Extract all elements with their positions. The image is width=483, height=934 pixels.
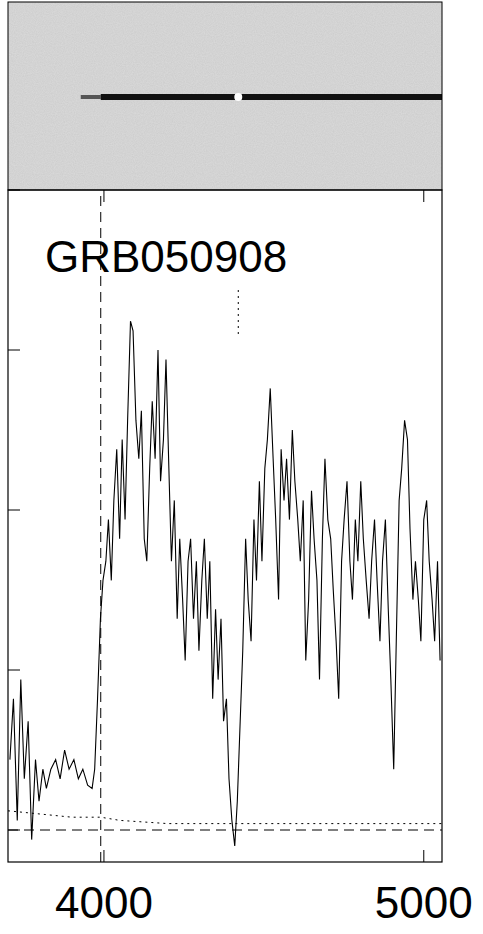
x-tick-label: 4000 (55, 878, 153, 927)
image-ground (8, 2, 442, 190)
spectrum-image (8, 2, 442, 190)
image-noise (8, 2, 442, 190)
chart: 4000 5000 GRB050908 (0, 0, 483, 934)
x-tick (103, 850, 104, 862)
x-tick-label: 5000 (375, 878, 473, 927)
spectrum (10, 321, 440, 846)
error-spectrum (8, 811, 442, 824)
y-tick (8, 190, 20, 191)
plot-area (8, 190, 442, 862)
x-tick-top (423, 190, 424, 202)
y-tick (8, 510, 20, 511)
zero-line (8, 830, 442, 831)
plot-frame (8, 190, 442, 862)
trace (241, 94, 442, 100)
marker-line (100, 190, 101, 862)
y-tick (8, 670, 20, 671)
trace-faint (81, 95, 101, 99)
trace-gap (234, 93, 242, 101)
trace (101, 94, 236, 100)
marker-line (238, 286, 239, 334)
image-frame (8, 2, 442, 190)
y-tick (8, 350, 20, 351)
x-tick-top (103, 190, 104, 202)
x-tick (423, 850, 424, 862)
title: GRB050908 (45, 232, 287, 281)
